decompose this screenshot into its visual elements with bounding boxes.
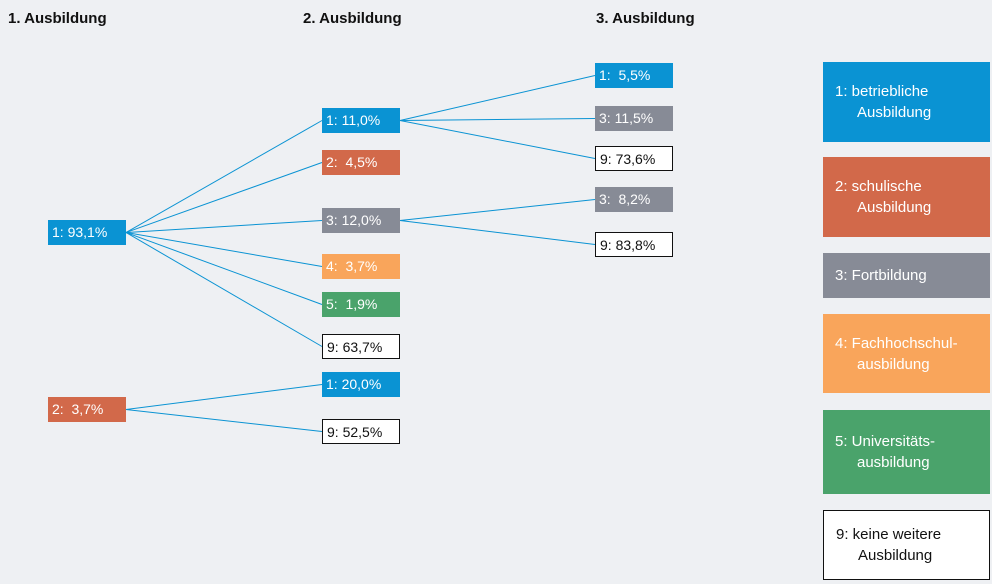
legend-item: 3: Fortbildung bbox=[823, 253, 990, 298]
node: 9: 52,5% bbox=[322, 419, 400, 444]
edge bbox=[125, 120, 323, 233]
node: 1: 5,5% bbox=[595, 63, 673, 88]
edge bbox=[399, 199, 596, 221]
node: 3: 12,0% bbox=[322, 208, 400, 233]
edge bbox=[399, 118, 596, 121]
edge bbox=[125, 384, 323, 410]
node: 1: 20,0% bbox=[322, 372, 400, 397]
edge bbox=[125, 162, 323, 233]
node: 1: 93,1% bbox=[48, 220, 126, 245]
node: 9: 63,7% bbox=[322, 334, 400, 359]
legend-item: 9: keine weitere Ausbildung bbox=[823, 510, 990, 580]
edge bbox=[125, 232, 323, 305]
edge bbox=[399, 120, 596, 159]
legend-item: 5: Universitäts-ausbildung bbox=[823, 410, 990, 494]
node: 9: 83,8% bbox=[595, 232, 673, 257]
column-header: 1. Ausbildung bbox=[8, 10, 107, 27]
node: 5: 1,9% bbox=[322, 292, 400, 317]
edge bbox=[125, 409, 323, 432]
edge bbox=[125, 232, 323, 347]
edge bbox=[125, 220, 323, 233]
node: 3: 8,2% bbox=[595, 187, 673, 212]
column-header: 2. Ausbildung bbox=[303, 10, 402, 27]
node: 3: 11,5% bbox=[595, 106, 673, 131]
node: 2: 4,5% bbox=[322, 150, 400, 175]
edge bbox=[399, 220, 596, 245]
column-header: 3. Ausbildung bbox=[596, 10, 695, 27]
node: 1: 11,0% bbox=[322, 108, 400, 133]
node: 2: 3,7% bbox=[48, 397, 126, 422]
node: 9: 73,6% bbox=[595, 146, 673, 171]
node: 4: 3,7% bbox=[322, 254, 400, 279]
legend-item: 1: betriebliche Ausbildung bbox=[823, 62, 990, 142]
legend-item: 4: Fachhochschul-ausbildung bbox=[823, 314, 990, 393]
legend-item: 2: schulische Ausbildung bbox=[823, 157, 990, 237]
edge bbox=[125, 232, 323, 267]
edge bbox=[399, 75, 596, 121]
